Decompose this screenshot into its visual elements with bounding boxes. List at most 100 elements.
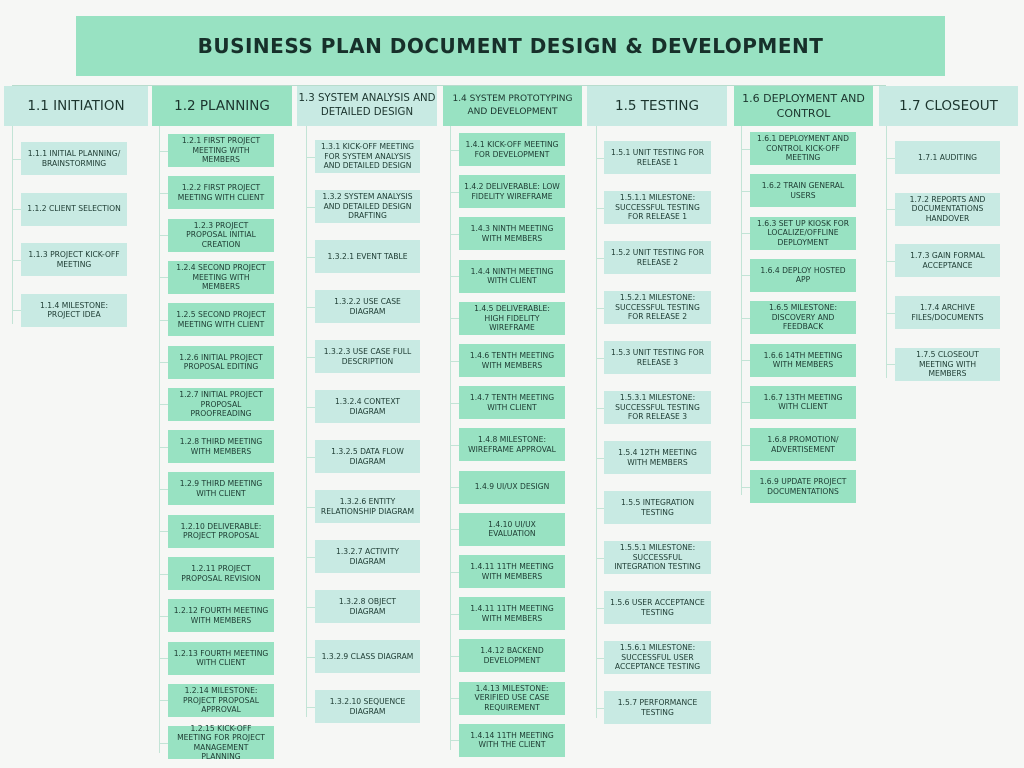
task-box: 1.5.3.1 MILESTONE: SUCCESSFUL TESTING FO… bbox=[604, 391, 711, 424]
task-box: 1.5.3 UNIT TESTING FOR RELEASE 3 bbox=[604, 341, 711, 374]
task-box: 1.4.11 11TH MEETING WITH MEMBERS bbox=[459, 597, 565, 631]
task-connector bbox=[159, 531, 168, 533]
task-connector bbox=[159, 573, 168, 575]
task-box: 1.5.7 PERFORMANCE TESTING bbox=[604, 691, 711, 724]
task-connector bbox=[12, 158, 21, 160]
task-box: 1.5.6 USER ACCEPTANCE TESTING bbox=[604, 591, 711, 624]
task-connector bbox=[886, 312, 895, 314]
task-box: 1.4.5 DELIVERABLE: HIGH FIDELITY WIREFRA… bbox=[459, 301, 565, 335]
task-connector bbox=[306, 306, 315, 308]
task-box: 1.4.12 BACKEND DEVELOPMENT bbox=[459, 639, 565, 673]
task-connector bbox=[596, 257, 604, 259]
task-connector bbox=[450, 613, 459, 615]
phase-header: 1.3 SYSTEM ANALYSIS AND DETAILED DESIGN bbox=[297, 86, 437, 126]
task-connector bbox=[450, 191, 459, 193]
task-connector bbox=[741, 486, 750, 488]
task-box: 1.6.4 DEPLOY HOSTED APP bbox=[750, 258, 856, 292]
task-connector bbox=[741, 148, 750, 150]
task-box: 1.4.9 UI/UX DESIGN bbox=[459, 470, 565, 504]
task-connector bbox=[741, 360, 750, 361]
task-box: 1.3.2.6 ENTITY RELATIONSHIP DIAGRAM bbox=[315, 490, 420, 523]
task-box: 1.2.13 FOURTH MEETING WITH CLIENT bbox=[168, 641, 274, 675]
task-connector bbox=[741, 275, 750, 277]
task-connector bbox=[450, 402, 459, 404]
task-connector bbox=[741, 233, 750, 235]
task-box: 1.3.2.9 CLASS DIAGRAM bbox=[315, 640, 420, 673]
task-box: 1.2.10 DELIVERABLE: PROJECT PROPOSAL bbox=[168, 514, 274, 548]
task-connector bbox=[306, 406, 315, 408]
diagram-title: BUSINESS PLAN DOCUMENT DESIGN & DEVELOPM… bbox=[76, 16, 945, 76]
task-box: 1.7.5 CLOSEOUT MEETING WITH MEMBERS bbox=[895, 347, 1000, 381]
task-connector bbox=[159, 404, 168, 406]
task-connector bbox=[306, 456, 315, 458]
task-box: 1.6.9 UPDATE PROJECT DOCUMENTATIONS bbox=[750, 470, 856, 504]
task-connector bbox=[596, 607, 604, 609]
task-connector bbox=[159, 700, 168, 702]
task-box: 1.3.2.1 EVENT TABLE bbox=[315, 240, 420, 273]
task-connector bbox=[159, 742, 168, 744]
task-box: 1.5.2.1 MILESTONE: SUCCESSFUL TESTING FO… bbox=[604, 291, 711, 324]
task-connector bbox=[306, 656, 315, 658]
task-connector bbox=[741, 317, 750, 319]
task-box: 1.6.3 SET UP KIOSK FOR LOCALIZE/OFFLINE … bbox=[750, 216, 856, 250]
task-box: 1.1.1 INITIAL PLANNING/ BRAINSTORMING bbox=[21, 142, 127, 175]
task-connector bbox=[596, 157, 604, 159]
task-connector bbox=[596, 357, 604, 359]
task-box: 1.5.6.1 MILESTONE: SUCCESSFUL USER ACCEP… bbox=[604, 641, 711, 674]
task-box: 1.4.6 TENTH MEETING WITH MEMBERS bbox=[459, 344, 565, 377]
task-box: 1.3.2.10 SEQUENCE DIAGRAM bbox=[315, 690, 420, 723]
task-box: 1.3.2.3 USE CASE FULL DESCRIPTION bbox=[315, 340, 420, 373]
task-connector bbox=[596, 457, 604, 459]
task-box: 1.4.3 NINTH MEETING WITH MEMBERS bbox=[459, 217, 565, 251]
task-box: 1.4.1 KICK-OFF MEETING FOR DEVELOPMENT bbox=[459, 133, 565, 166]
task-connector bbox=[306, 256, 315, 258]
task-box: 1.5.2 UNIT TESTING FOR RELEASE 2 bbox=[604, 241, 711, 274]
task-box: 1.6.8 PROMOTION/ ADVERTISEMENT bbox=[750, 428, 856, 462]
task-box: 1.2.15 KICK-OFF MEETING FOR PROJECT MANA… bbox=[168, 724, 274, 761]
task-connector bbox=[159, 446, 168, 448]
task-connector bbox=[450, 233, 459, 235]
task-connector bbox=[159, 319, 168, 321]
task-connector bbox=[741, 190, 750, 192]
task-connector bbox=[741, 444, 750, 446]
task-connector bbox=[450, 444, 459, 446]
task-box: 1.4.13 MILESTONE: VERIFIED USE CASE REQU… bbox=[459, 681, 565, 715]
task-box: 1.3.2.8 OBJECT DIAGRAM bbox=[315, 590, 420, 623]
task-connector bbox=[12, 209, 21, 210]
phase-connector-line bbox=[12, 126, 13, 324]
task-connector bbox=[596, 407, 604, 409]
task-box: 1.1.2 CLIENT SELECTION bbox=[21, 192, 127, 226]
task-box: 1.6.5 MILESTONE: DISCOVERY AND FEEDBACK bbox=[750, 301, 856, 335]
phase-header: 1.7 CLOSEOUT bbox=[879, 86, 1018, 126]
task-connector bbox=[306, 706, 315, 708]
task-connector bbox=[12, 310, 21, 311]
task-box: 1.3.2 SYSTEM ANALYSIS AND DETAILED DESIG… bbox=[315, 190, 420, 223]
phase-connector-line bbox=[306, 126, 307, 717]
task-box: 1.7.1 AUDITING bbox=[895, 141, 1000, 174]
task-box: 1.4.11 11TH MEETING WITH MEMBERS bbox=[459, 555, 565, 588]
task-box: 1.2.2 FIRST PROJECT MEETING WITH CLIENT bbox=[168, 176, 274, 210]
task-box: 1.3.2.7 ACTIVITY DIAGRAM bbox=[315, 540, 420, 573]
top-connector-line bbox=[12, 85, 886, 86]
task-box: 1.6.7 13TH MEETING WITH CLIENT bbox=[750, 385, 856, 419]
task-connector bbox=[450, 276, 459, 278]
task-connector bbox=[450, 487, 459, 489]
task-box: 1.2.7 INITIAL PROJECT PROPOSAL PROOFREAD… bbox=[168, 387, 274, 421]
task-box: 1.7.2 REPORTS AND DOCUMENTATIONS HANDOVE… bbox=[895, 192, 1000, 226]
task-box: 1.5.1.1 MILESTONE: SUCCESSFUL TESTING FO… bbox=[604, 191, 711, 224]
task-connector bbox=[596, 207, 604, 209]
task-connector bbox=[159, 277, 168, 279]
task-box: 1.5.4 12TH MEETING WITH MEMBERS bbox=[604, 441, 711, 474]
phase-header: 1.6 DEPLOYMENT AND CONTROL bbox=[734, 86, 873, 126]
task-box: 1.3.2.5 DATA FLOW DIAGRAM bbox=[315, 440, 420, 473]
task-box: 1.6.6 14TH MEETING WITH MEMBERS bbox=[750, 343, 856, 377]
task-connector bbox=[596, 707, 604, 709]
task-connector bbox=[886, 260, 895, 262]
task-connector bbox=[886, 157, 895, 159]
task-box: 1.4.8 MILESTONE: WIREFRAME APPROVAL bbox=[459, 428, 565, 462]
task-connector bbox=[306, 506, 315, 508]
task-box: 1.2.1 FIRST PROJECT MEETING WITH MEMBERS bbox=[168, 134, 274, 167]
task-box: 1.7.4 ARCHIVE FILES/DOCUMENTS bbox=[895, 296, 1000, 330]
phase-header: 1.4 SYSTEM PROTOTYPING AND DEVELOPMENT bbox=[443, 86, 582, 126]
task-connector bbox=[12, 259, 21, 261]
